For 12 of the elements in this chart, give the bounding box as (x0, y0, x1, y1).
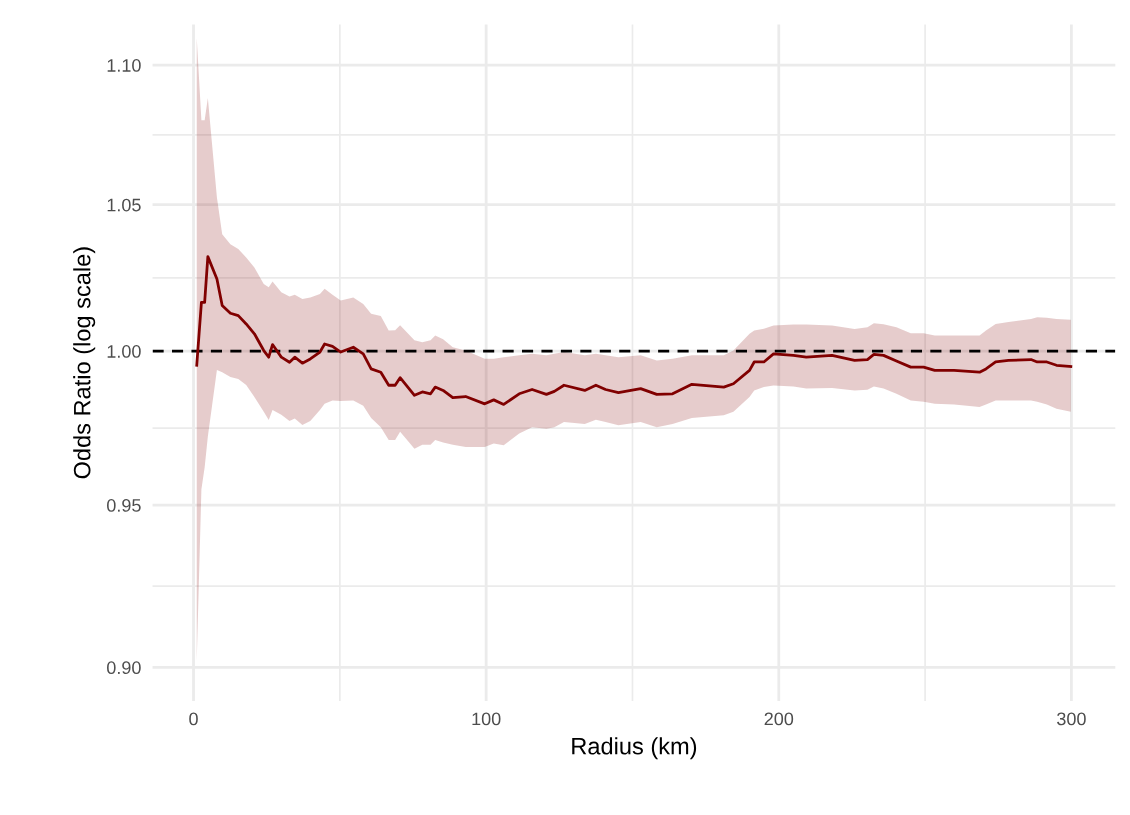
y-tick-label: 0.90 (107, 661, 141, 675)
x-axis-title: Radius (km) (572, 737, 697, 760)
line-series (195, 255, 1073, 406)
y-tick-label: 1.05 (107, 198, 141, 212)
x-tick-label: 200 (764, 712, 794, 726)
y-tick-label: 1.10 (107, 59, 141, 72)
x-tick-label: 100 (472, 712, 501, 726)
x-tick-label: 300 (1057, 712, 1086, 726)
x-tick-label: 0 (189, 712, 198, 726)
y-tick-label: 0.95 (107, 499, 141, 512)
y-tick-label: 1.00 (107, 345, 141, 358)
y-axis-title: Odds Ratio (log scale) (73, 247, 96, 479)
